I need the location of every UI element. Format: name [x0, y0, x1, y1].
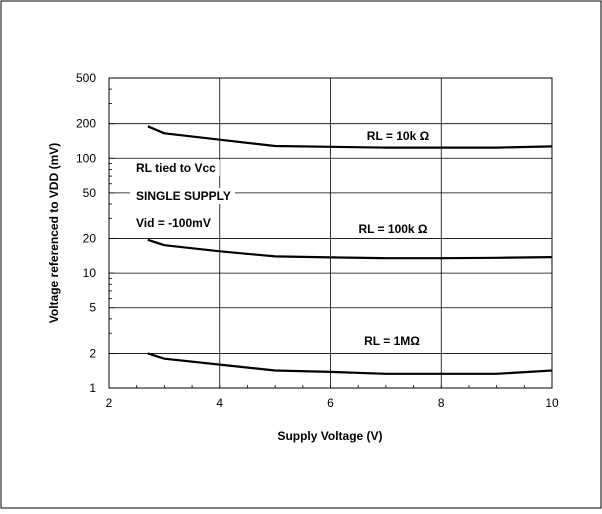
x-tick-label: 4	[216, 396, 223, 410]
condition-bg	[130, 160, 220, 176]
series-line-2	[147, 238, 553, 260]
x-tick-label: 6	[327, 396, 334, 410]
plot-area-border	[108, 77, 553, 389]
y-tick-label: 20	[83, 232, 97, 246]
x-tick-label: 10	[545, 396, 559, 410]
series-label-3: RL = 1MΩ	[364, 334, 420, 348]
series-label-bg	[354, 221, 432, 237]
series-lines	[147, 125, 553, 375]
y-tick-label: 5	[89, 301, 96, 315]
condition-bg	[130, 215, 215, 231]
series-line-1	[147, 125, 553, 149]
series-label-1: RL = 10k Ω	[367, 129, 430, 143]
y-tick-label: 10	[83, 266, 97, 280]
x-tick-label: 2	[106, 396, 113, 410]
condition-note-1: RL tied to Vcc	[136, 161, 216, 175]
series-line-3	[147, 352, 553, 375]
y-axis-label: Voltage referenced to VDD (mV)	[47, 143, 61, 323]
y-tick-label: 1	[89, 381, 96, 395]
series-label-2: RL = 100k Ω	[358, 222, 427, 236]
y-tick-label: 50	[83, 186, 97, 200]
condition-note-3: Vid = -100mV	[136, 216, 211, 230]
x-axis-label: Supply Voltage (V)	[277, 429, 382, 443]
y-tick-label: 200	[76, 117, 96, 131]
condition-note-2: SINGLE SUPPLY	[136, 189, 231, 203]
y-tick-label: 500	[76, 71, 96, 85]
x-tick-label: 8	[438, 396, 445, 410]
y-tick-label: 2	[89, 346, 96, 360]
condition-notes: RL tied to Vcc SINGLE SUPPLY Vid = -100mV	[130, 160, 235, 231]
series-label-bg	[362, 128, 434, 144]
series-label-bg	[360, 333, 424, 349]
series-labels: RL = 10k Ω RL = 100k Ω RL = 1MΩ	[354, 128, 434, 349]
condition-bg	[130, 188, 235, 204]
grid	[109, 78, 552, 388]
y-tick-label: 100	[76, 151, 96, 165]
